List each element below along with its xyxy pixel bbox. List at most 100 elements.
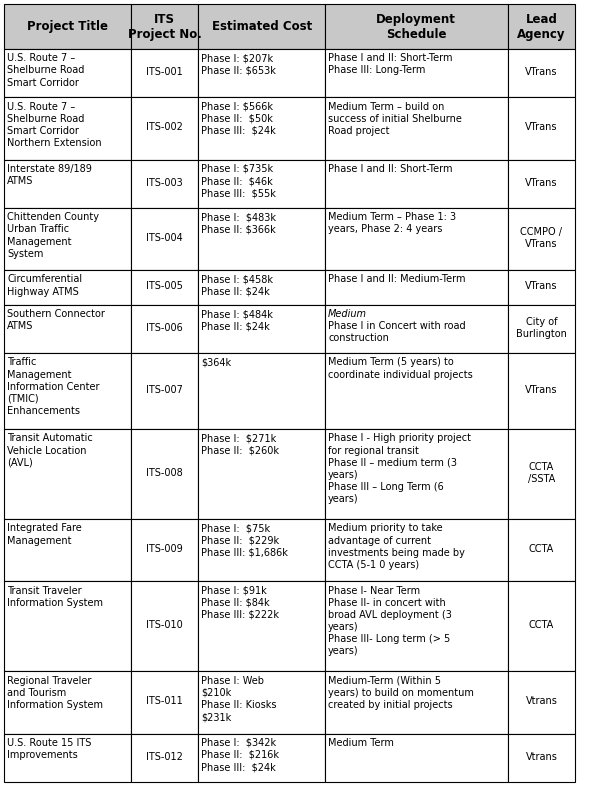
Bar <box>198 733 325 782</box>
Text: ITS-011: ITS-011 <box>146 696 183 707</box>
Text: U.S. Route 15 ITS: U.S. Route 15 ITS <box>7 738 91 747</box>
Text: CCTA: CCTA <box>529 462 554 472</box>
Bar <box>131 208 198 270</box>
Text: years): years) <box>328 470 359 480</box>
Text: $210k: $210k <box>201 688 232 698</box>
Bar <box>507 305 576 353</box>
Text: Phase I and II: Short-Term: Phase I and II: Short-Term <box>328 163 453 174</box>
Text: VTrans: VTrans <box>525 123 558 133</box>
Text: years): years) <box>328 494 359 505</box>
Text: Phase I in Concert with road: Phase I in Concert with road <box>328 321 466 331</box>
Text: ITS-002: ITS-002 <box>146 123 183 133</box>
Text: ITS-003: ITS-003 <box>146 178 183 188</box>
Text: Chittenden County: Chittenden County <box>7 212 99 222</box>
Bar <box>4 49 131 97</box>
Bar <box>507 49 576 97</box>
Text: CCTA (5-1 0 years): CCTA (5-1 0 years) <box>328 560 419 570</box>
Text: Traffic: Traffic <box>7 358 36 367</box>
Text: $231k: $231k <box>201 712 232 722</box>
Text: VTrans: VTrans <box>525 67 558 77</box>
Text: Phase I and II: Medium-Term: Phase I and II: Medium-Term <box>328 274 466 285</box>
Text: Lead
Agency: Lead Agency <box>517 13 566 41</box>
Bar <box>325 4 507 49</box>
Bar <box>4 582 131 671</box>
Text: for regional transit: for regional transit <box>328 446 419 456</box>
Text: ITS-012: ITS-012 <box>146 751 183 762</box>
Text: Phase II: $24k: Phase II: $24k <box>201 321 270 331</box>
Text: Project Title: Project Title <box>27 20 108 33</box>
Text: Phase II:  $260k: Phase II: $260k <box>201 446 279 456</box>
Text: Highway ATMS: Highway ATMS <box>7 287 79 296</box>
Bar <box>507 160 576 208</box>
Bar <box>507 429 576 520</box>
Text: ATMS: ATMS <box>7 321 33 331</box>
Text: Vtrans: Vtrans <box>525 751 558 762</box>
Text: Phase I: $566k: Phase I: $566k <box>201 101 273 112</box>
Text: Phase I- Near Term: Phase I- Near Term <box>328 586 420 596</box>
Text: Northern Extension: Northern Extension <box>7 138 101 148</box>
Bar <box>507 671 576 733</box>
Bar <box>4 160 131 208</box>
Text: Phase II:  $46k: Phase II: $46k <box>201 176 273 186</box>
Bar <box>325 160 507 208</box>
Text: Urban Traffic: Urban Traffic <box>7 225 69 234</box>
Text: Phase II: $84k: Phase II: $84k <box>201 598 270 608</box>
Bar <box>325 208 507 270</box>
Bar <box>325 97 507 160</box>
Text: Phase III:  $24k: Phase III: $24k <box>201 762 276 772</box>
Bar <box>198 305 325 353</box>
Text: Information System: Information System <box>7 598 103 608</box>
Bar <box>198 208 325 270</box>
Text: VTrans: VTrans <box>525 239 558 249</box>
Text: Phase I:  $271k: Phase I: $271k <box>201 434 276 443</box>
Bar <box>198 49 325 97</box>
Text: ITS-010: ITS-010 <box>146 620 183 630</box>
Text: Medium priority to take: Medium priority to take <box>328 523 442 534</box>
Text: Phase II:  $229k: Phase II: $229k <box>201 535 279 545</box>
Text: Phase I:  $342k: Phase I: $342k <box>201 738 276 747</box>
Bar <box>131 305 198 353</box>
Bar <box>198 520 325 582</box>
Bar <box>131 49 198 97</box>
Bar <box>131 582 198 671</box>
Text: Burlington: Burlington <box>516 329 567 339</box>
Text: ITS-007: ITS-007 <box>146 385 183 395</box>
Text: success of initial Shelburne: success of initial Shelburne <box>328 114 462 123</box>
Text: Phase I: $91k: Phase I: $91k <box>201 586 267 596</box>
Bar <box>198 160 325 208</box>
Text: Medium Term – Phase 1: 3: Medium Term – Phase 1: 3 <box>328 212 456 222</box>
Text: U.S. Route 7 –: U.S. Route 7 – <box>7 101 75 112</box>
Text: created by initial projects: created by initial projects <box>328 700 453 710</box>
Bar <box>4 305 131 353</box>
Text: Phase I: $458k: Phase I: $458k <box>201 274 273 285</box>
Text: Circumferential: Circumferential <box>7 274 82 285</box>
Text: ATMS: ATMS <box>7 176 33 186</box>
Text: ITS-001: ITS-001 <box>146 67 183 77</box>
Text: Vehicle Location: Vehicle Location <box>7 446 87 456</box>
Text: Phase I:  $75k: Phase I: $75k <box>201 523 270 534</box>
Bar <box>325 671 507 733</box>
Text: /SSTA: /SSTA <box>528 474 555 484</box>
Bar <box>131 671 198 733</box>
Text: and Tourism: and Tourism <box>7 688 66 698</box>
Text: $364k: $364k <box>201 358 232 367</box>
Text: Medium Term: Medium Term <box>328 738 394 747</box>
Text: Phase III:  $24k: Phase III: $24k <box>201 126 276 136</box>
Text: Medium Term (5 years) to: Medium Term (5 years) to <box>328 358 454 367</box>
Text: U.S. Route 7 –: U.S. Route 7 – <box>7 53 75 63</box>
Text: Phase III: $222k: Phase III: $222k <box>201 610 279 620</box>
Bar <box>507 353 576 429</box>
Text: ITS-005: ITS-005 <box>146 281 183 292</box>
Text: Information Center: Information Center <box>7 382 100 391</box>
Text: coordinate individual projects: coordinate individual projects <box>328 369 473 380</box>
Text: Road project: Road project <box>328 126 389 136</box>
Text: Phase III:  $55k: Phase III: $55k <box>201 188 276 198</box>
Bar <box>131 270 198 305</box>
Text: Phase I: $484k: Phase I: $484k <box>201 309 273 319</box>
Bar <box>131 733 198 782</box>
Bar <box>507 208 576 270</box>
Text: City of: City of <box>526 317 557 327</box>
Text: ITS-009: ITS-009 <box>146 544 183 554</box>
Text: years): years) <box>328 623 359 632</box>
Text: Phase I and II: Short-Term: Phase I and II: Short-Term <box>328 53 453 63</box>
